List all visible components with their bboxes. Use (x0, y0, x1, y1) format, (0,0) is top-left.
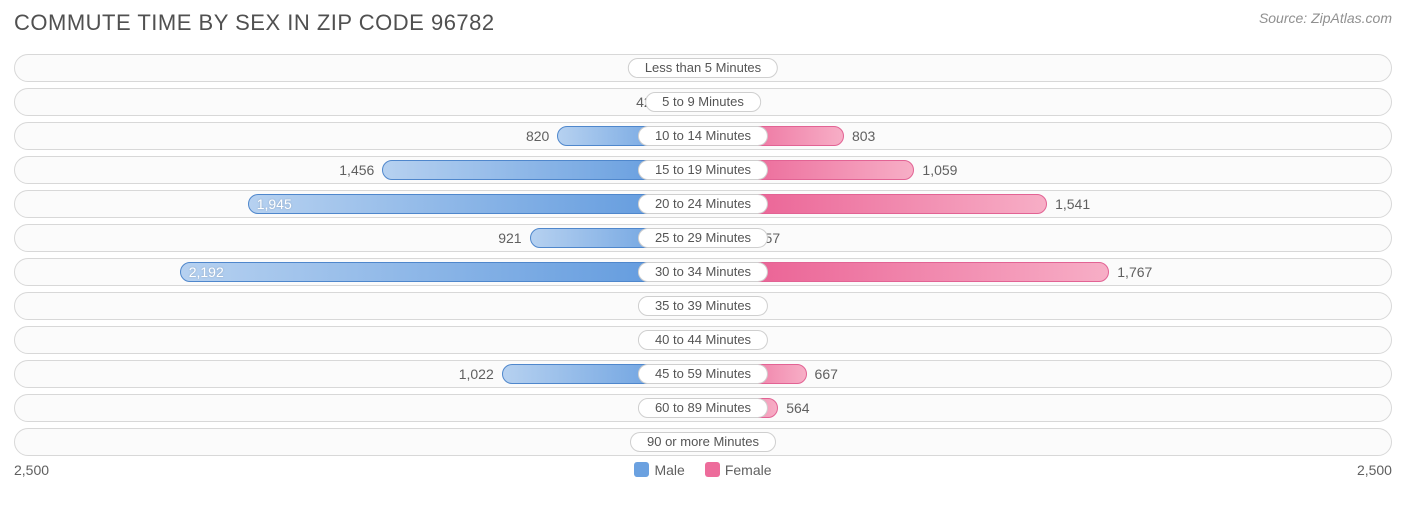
legend: Male Female (634, 462, 771, 478)
category-pill: 30 to 34 Minutes (638, 262, 768, 282)
male-value: 921 (490, 225, 529, 251)
male-value: 1,022 (451, 361, 502, 387)
male-swatch-icon (634, 462, 649, 477)
chart-row: 2,192 1,767 30 to 34 Minutes (14, 258, 1392, 286)
chart-row: 1,945 1,541 20 to 24 Minutes (14, 190, 1392, 218)
category-pill: 25 to 29 Minutes (638, 228, 768, 248)
chart-row: 25121335 to 39 Minutes (14, 292, 1392, 320)
category-pill: 35 to 39 Minutes (638, 296, 768, 316)
female-value: 667 (807, 361, 846, 387)
female-value: 1,541 (1047, 191, 1098, 217)
chart-row: 92145725 to 29 Minutes (14, 224, 1392, 252)
chart-row: 18311190 or more Minutes (14, 428, 1392, 456)
chart-row: 1,022 667 45 to 59 Minutes (14, 360, 1392, 388)
category-pill: 15 to 19 Minutes (638, 160, 768, 180)
male-bar (180, 262, 703, 282)
axis-left-max: 2,500 (14, 462, 74, 478)
chart-row: 1,456 1,059 15 to 19 Minutes (14, 156, 1392, 184)
category-pill: 60 to 89 Minutes (638, 398, 768, 418)
category-pill: Less than 5 Minutes (628, 58, 778, 78)
chart-header: COMMUTE TIME BY SEX IN ZIP CODE 96782 So… (14, 10, 1392, 36)
chart-row: 38323140 to 44 Minutes (14, 326, 1392, 354)
category-pill: 90 or more Minutes (630, 432, 776, 452)
legend-female-label: Female (725, 462, 772, 478)
legend-item-male: Male (634, 462, 684, 478)
chart-source: Source: ZipAtlas.com (1259, 10, 1392, 26)
female-value: 564 (778, 395, 817, 421)
female-value: 1,767 (1109, 259, 1160, 285)
category-pill: 10 to 14 Minutes (638, 126, 768, 146)
category-pill: 20 to 24 Minutes (638, 194, 768, 214)
chart-row: 4202665 to 9 Minutes (14, 88, 1392, 116)
male-value: 820 (518, 123, 557, 149)
legend-male-label: Male (654, 462, 684, 478)
female-swatch-icon (705, 462, 720, 477)
legend-item-female: Female (705, 462, 772, 478)
category-pill: 5 to 9 Minutes (645, 92, 761, 112)
chart-footer: 2,500 Male Female 2,500 (14, 462, 1392, 478)
chart-row: 9590Less than 5 Minutes (14, 54, 1392, 82)
category-pill: 40 to 44 Minutes (638, 330, 768, 350)
male-value: 2,192 (181, 259, 232, 285)
male-value: 1,456 (331, 157, 382, 183)
category-pill: 45 to 59 Minutes (638, 364, 768, 384)
chart-title: COMMUTE TIME BY SEX IN ZIP CODE 96782 (14, 10, 495, 36)
chart-row: 820 803 10 to 14 Minutes (14, 122, 1392, 150)
chart-rows: 9590Less than 5 Minutes 4202665 to 9 Minu… (14, 54, 1392, 456)
male-bar (248, 194, 703, 214)
female-value: 1,059 (914, 157, 965, 183)
axis-right-max: 2,500 (1332, 462, 1392, 478)
male-value: 1,945 (249, 191, 300, 217)
chart-row: 35156460 to 89 Minutes (14, 394, 1392, 422)
female-value: 803 (844, 123, 883, 149)
